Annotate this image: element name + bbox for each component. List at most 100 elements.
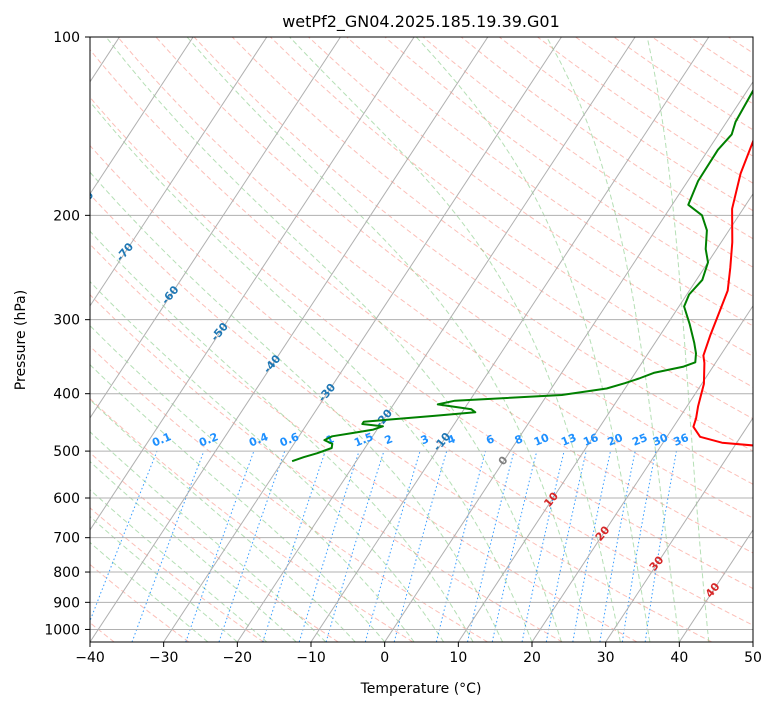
mixing-ratio-label: 8 [513, 432, 525, 447]
mixing-ratio-line [131, 450, 205, 642]
isotherm-label: -80 [74, 188, 97, 212]
dry-adiabat-line [90, 48, 753, 554]
mixing-ratio-line [218, 450, 286, 642]
x-tick-label: −10 [296, 650, 326, 666]
x-tick-label: 50 [744, 650, 762, 666]
dry-adiabat-line [231, 37, 753, 420]
chart-title: wetPf2_GN04.2025.185.19.39.G01 [282, 12, 560, 32]
isotherm-label: -90 [43, 124, 66, 148]
x-tick-label: 20 [523, 650, 541, 666]
plot-frame [89, 36, 754, 643]
dry-adiabat-line [90, 144, 753, 626]
isotherm-label: -100 [23, 34, 51, 64]
background-lines [90, 37, 753, 642]
dry-adiabat-line [90, 243, 638, 642]
mixing-ratio-line [521, 450, 565, 642]
x-tick-label: −30 [149, 650, 179, 666]
mixing-ratio-line [644, 451, 677, 642]
mixing-ratio-line [90, 450, 158, 623]
isotherm-line [752, 641, 753, 642]
mixing-ratio-line [185, 450, 255, 642]
y-tick-label: 300 [53, 313, 80, 329]
mixing-ratio-line [435, 450, 486, 642]
moist-adiabat-line [90, 363, 386, 642]
isotherm-line [236, 37, 636, 642]
dry-adiabat-line [90, 96, 753, 590]
x-tick-label: −40 [75, 650, 105, 666]
moist-adiabat-line [105, 37, 562, 642]
profile-lines [291, 88, 753, 463]
dry-adiabat-line [270, 37, 753, 388]
moist-adiabat-line [90, 280, 445, 642]
isotherm-line [605, 417, 753, 642]
isotherm-line [457, 192, 753, 642]
mixing-ratio-line [262, 450, 326, 642]
moist-adiabat-line [415, 37, 651, 642]
moist-adiabat-line [289, 37, 621, 642]
x-tick-label: 0 [380, 650, 389, 666]
moist-adiabat-line [90, 431, 327, 642]
mixing-ratio-label: 36 [672, 431, 691, 449]
isotherm-line [531, 304, 753, 642]
mixing-ratio-label: 30 [651, 431, 670, 449]
mixing-ratio-label: 10 [532, 431, 551, 449]
x-axis: −40 −30 −20 −10 0 10 20 30 40 50 [75, 642, 762, 666]
mixing-ratio-label: 25 [630, 431, 649, 449]
y-tick-label: 500 [53, 444, 80, 460]
mixing-ratio-line [364, 450, 421, 642]
x-tick-label: −20 [223, 650, 253, 666]
isotherm-line [310, 37, 710, 642]
y-tick-label: 800 [53, 565, 80, 581]
mixing-ratio-label: 20 [606, 431, 625, 449]
x-tick-label: 30 [597, 650, 615, 666]
mixing-ratio-line [467, 450, 515, 642]
temperature-profile-line [692, 138, 753, 447]
isotherm-line [90, 37, 194, 195]
moist-adiabat-line [90, 515, 238, 642]
mixing-ratio-label: 13 [559, 431, 578, 449]
y-tick-label: 700 [53, 531, 80, 547]
isotherm-line [90, 37, 341, 419]
isotherm-line [384, 80, 753, 642]
dry-adiabat-line [155, 37, 753, 485]
dry-adiabat-line [90, 193, 712, 642]
plot-area [90, 37, 753, 642]
mixing-ratio-label: 3 [419, 432, 431, 447]
y-axis-title: Pressure (hPa) [13, 290, 29, 390]
moist-adiabat-line [546, 37, 680, 642]
dry-adiabat-line [90, 507, 264, 642]
x-tick-label: 10 [449, 650, 467, 666]
mixing-ratio-label: 2 [383, 432, 395, 447]
moist-adiabat-line [90, 541, 209, 642]
isotherm-line [90, 37, 489, 642]
dry-adiabat-line [308, 37, 753, 357]
mixing-ratio-label: 16 [581, 431, 600, 449]
mixing-ratio-label: 1 [324, 432, 336, 447]
moist-adiabat-line [646, 37, 710, 642]
y-tick-label: 1000 [44, 622, 80, 638]
isotherm-line [163, 37, 562, 642]
x-axis-title: Temperature (°C) [360, 681, 482, 697]
y-tick-label: 100 [53, 30, 80, 46]
moist-adiabat-line [90, 489, 268, 642]
dry-adiabat-line [90, 294, 563, 642]
y-axis: 100 200 300 400 500 600 700 800 900 1000 [44, 30, 90, 638]
mixing-ratio-line [325, 450, 385, 642]
x-tick-label: 40 [670, 650, 688, 666]
mixing-ratio-line [298, 450, 360, 642]
isotherm-line [678, 529, 753, 642]
dry-adiabat-line [90, 345, 488, 642]
moist-adiabat-line [90, 100, 533, 642]
y-tick-label: 400 [53, 387, 80, 403]
moist-adiabat-line [90, 230, 474, 642]
moist-adiabat-line [90, 399, 356, 642]
moist-adiabat-line [186, 37, 592, 642]
dry-adiabat-line [384, 37, 753, 297]
y-tick-label: 600 [53, 491, 80, 507]
isotherm-line [90, 37, 268, 307]
dry-adiabat-line [117, 37, 753, 519]
y-tick-label: 900 [53, 595, 80, 611]
dewpoint-profile-line [291, 88, 753, 463]
isotherm-line [90, 37, 415, 531]
